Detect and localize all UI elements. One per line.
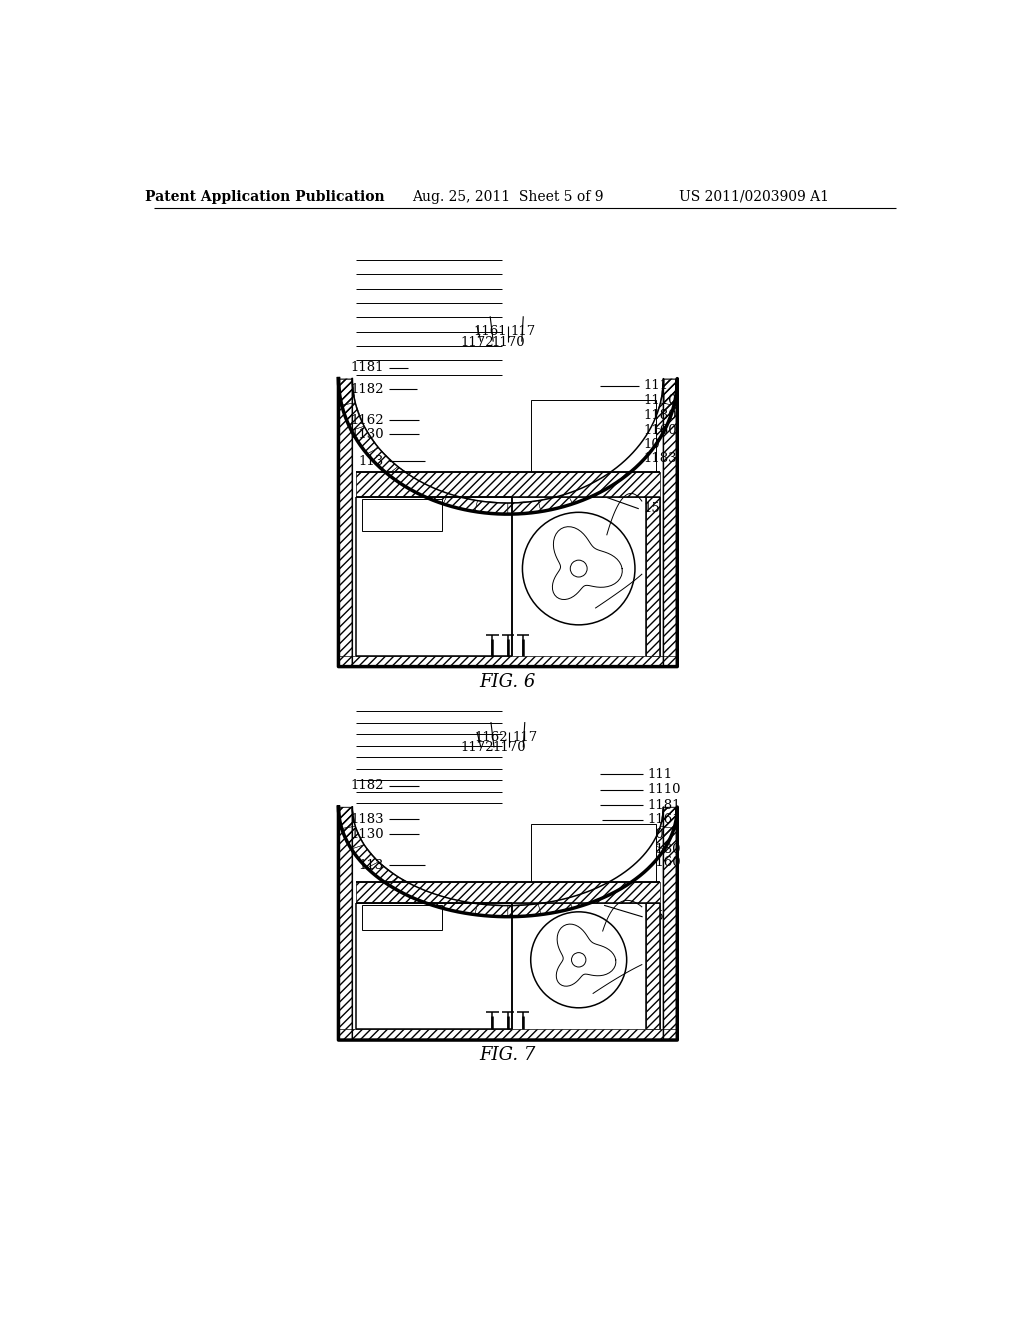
Text: FIG. 7: FIG. 7	[479, 1047, 536, 1064]
Text: 1181: 1181	[647, 799, 681, 812]
Circle shape	[530, 912, 627, 1007]
Bar	[339, 656, 677, 667]
Text: 1162: 1162	[350, 413, 384, 426]
Bar	[356, 471, 659, 498]
Text: 1170: 1170	[493, 742, 526, 754]
Polygon shape	[339, 807, 677, 1040]
Text: 1110: 1110	[643, 395, 677, 408]
Text: 1180: 1180	[643, 409, 677, 422]
Text: 1161: 1161	[647, 813, 681, 826]
Bar	[531, 400, 656, 471]
Bar	[362, 499, 441, 531]
Polygon shape	[552, 527, 623, 599]
Bar	[531, 824, 656, 883]
Bar	[664, 379, 677, 667]
Text: 1130: 1130	[350, 828, 384, 841]
Text: 113: 113	[358, 859, 384, 871]
Text: 15: 15	[647, 911, 664, 924]
Text: 1183: 1183	[643, 453, 677, 465]
Text: Patent Application Publication: Patent Application Publication	[145, 190, 385, 203]
Polygon shape	[556, 924, 615, 986]
Text: 1170: 1170	[492, 335, 524, 348]
Text: 1130: 1130	[350, 428, 384, 441]
Bar	[664, 807, 677, 1040]
Text: 111: 111	[643, 379, 669, 392]
Circle shape	[522, 512, 635, 624]
Text: 15: 15	[643, 502, 660, 515]
Circle shape	[570, 560, 587, 577]
Text: 1183: 1183	[350, 813, 384, 825]
Bar	[339, 807, 352, 1040]
Text: FIG. 6: FIG. 6	[479, 673, 536, 690]
Bar	[362, 904, 441, 931]
Text: 1180: 1180	[647, 842, 681, 855]
Text: 1160: 1160	[647, 857, 681, 870]
Text: Aug. 25, 2011  Sheet 5 of 9: Aug. 25, 2011 Sheet 5 of 9	[412, 190, 603, 203]
Text: 1110: 1110	[647, 783, 681, 796]
Bar	[339, 1030, 677, 1040]
Text: 1161: 1161	[473, 326, 507, 338]
Bar	[646, 903, 659, 1030]
Text: 111: 111	[647, 768, 673, 781]
Text: 1182: 1182	[350, 383, 384, 396]
Text: 1160: 1160	[643, 424, 677, 437]
Bar	[646, 498, 659, 656]
Text: 117: 117	[512, 731, 538, 744]
Text: 1181: 1181	[350, 362, 384, 375]
Polygon shape	[339, 379, 677, 667]
Text: 1172: 1172	[460, 335, 494, 348]
Text: 1162: 1162	[474, 731, 508, 744]
Bar	[356, 883, 659, 903]
Text: 117: 117	[511, 326, 536, 338]
Circle shape	[571, 953, 586, 968]
Text: 10: 10	[643, 438, 660, 451]
Text: 1182: 1182	[350, 779, 384, 792]
Text: 1172: 1172	[460, 742, 494, 754]
Text: US 2011/0203909 A1: US 2011/0203909 A1	[679, 190, 829, 203]
Text: 10: 10	[647, 828, 664, 841]
Text: 113: 113	[358, 454, 384, 467]
Bar	[339, 379, 352, 667]
